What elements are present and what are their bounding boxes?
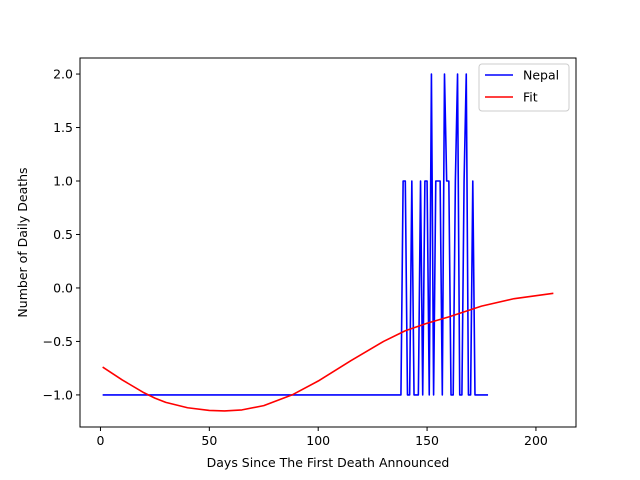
- series-line-fit: [102, 292, 554, 412]
- x-axis: 0 50 100 150 200: [96, 427, 548, 448]
- series-line-nepal: [102, 73, 489, 396]
- legend-label-nepal: Nepal: [523, 68, 559, 83]
- y-tick-label: 2.0: [53, 67, 73, 82]
- x-tick-label: 100: [306, 433, 330, 448]
- y-tick-label: 1.0: [53, 174, 73, 189]
- plot-lines: [102, 73, 554, 412]
- x-axis-label: Days Since The First Death Announced: [207, 455, 450, 470]
- y-tick-label: −1.0: [43, 387, 73, 402]
- legend-label-fit: Fit: [523, 90, 538, 105]
- y-tick-label: −0.5: [43, 334, 73, 349]
- x-tick-label: 50: [201, 433, 217, 448]
- y-tick-label: 0.5: [53, 227, 73, 242]
- legend: Nepal Fit: [478, 63, 570, 112]
- y-axis: −1.0 −0.5 0.0 0.5 1.0 1.5 2.0: [43, 67, 80, 402]
- y-axis-label: Number of Daily Deaths: [15, 167, 30, 317]
- y-tick-label: 0.0: [53, 280, 73, 295]
- x-tick-label: 150: [415, 433, 439, 448]
- x-tick-label: 0: [96, 433, 104, 448]
- y-tick-label: 1.5: [53, 120, 73, 135]
- plot-frame: [79, 57, 577, 428]
- x-tick-label: 200: [524, 433, 548, 448]
